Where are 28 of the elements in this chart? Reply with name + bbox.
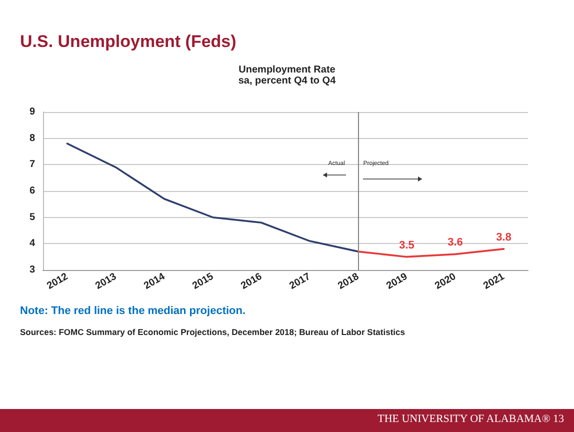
x-tick-label: 2018 [336,271,362,292]
x-tick-label: 2020 [433,271,458,292]
x-tick-label: 2019 [384,271,410,292]
data-label: 3.6 [448,236,463,249]
x-tick-label: 2021 [482,271,507,292]
data-label: 3.8 [496,231,512,244]
text: U.S. Unemployment (Feds) [20,32,236,52]
line-series [357,248,505,258]
y-tick-label: 7 [29,159,36,170]
y-tick-label: 8 [29,132,36,144]
text: Note: The red line is the median projection. [20,305,246,317]
y-tick-label: 6 [29,186,36,196]
chart-title: Unemployment Rate [238,64,336,76]
x-tick-label: 2017 [288,271,313,292]
y-tick-label: 5 [29,212,36,223]
x-tick-label: 2012 [45,271,70,292]
x-tick-label: 2013 [94,271,119,292]
y-tick-label: 3 [29,264,36,276]
data-label: 3.5 [399,239,414,252]
y-tick-label: 4 [29,238,36,250]
x-tick-label: 2015 [190,271,216,292]
chart-subtitle: sa, percent Q4 to Q4 [238,76,336,86]
source-note: Sources: FOMC Summary of Economic Projections, December 2018; Bureau of Labor Statistics [20,327,405,337]
y-tick-label: 9 [29,106,36,118]
x-tick-label: 2016 [239,271,264,292]
text: THE UNIVERSITY OF ALABAMA® 13 [378,413,564,425]
line-series [66,142,360,252]
x-tick-label: 2014 [142,271,168,292]
